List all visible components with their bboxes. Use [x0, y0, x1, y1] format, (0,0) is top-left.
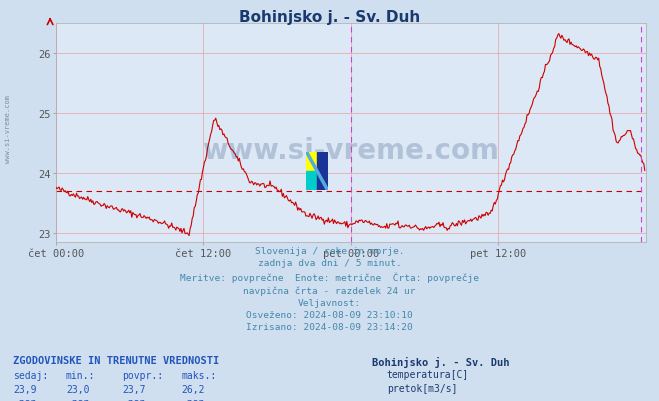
Text: -nan: -nan [66, 397, 90, 401]
Text: www.si-vreme.com: www.si-vreme.com [202, 137, 500, 165]
Text: sedaj:: sedaj: [13, 370, 48, 380]
Text: www.si-vreme.com: www.si-vreme.com [5, 94, 11, 162]
Text: 26,2: 26,2 [181, 384, 205, 394]
Text: Bohinjsko j. - Sv. Duh: Bohinjsko j. - Sv. Duh [239, 10, 420, 25]
Text: 23,7: 23,7 [122, 384, 146, 394]
Text: maks.:: maks.: [181, 370, 216, 380]
Text: pretok[m3/s]: pretok[m3/s] [387, 383, 457, 393]
Bar [306, 172, 317, 190]
Text: 23,9: 23,9 [13, 384, 37, 394]
Text: temperatura[C]: temperatura[C] [387, 369, 469, 379]
Text: ZGODOVINSKE IN TRENUTNE VREDNOSTI: ZGODOVINSKE IN TRENUTNE VREDNOSTI [13, 355, 219, 365]
Text: Slovenija / reke in morje.
zadnja dva dni / 5 minut.
Meritve: povprečne  Enote: : Slovenija / reke in morje. zadnja dva dn… [180, 247, 479, 331]
Bar [317, 152, 328, 190]
Text: Bohinjsko j. - Sv. Duh: Bohinjsko j. - Sv. Duh [372, 356, 510, 367]
Text: povpr.:: povpr.: [122, 370, 163, 380]
Text: min.:: min.: [66, 370, 96, 380]
Text: -nan: -nan [181, 397, 205, 401]
Bar [306, 152, 317, 172]
Text: 23,0: 23,0 [66, 384, 90, 394]
Text: -nan: -nan [13, 397, 37, 401]
Text: -nan: -nan [122, 397, 146, 401]
